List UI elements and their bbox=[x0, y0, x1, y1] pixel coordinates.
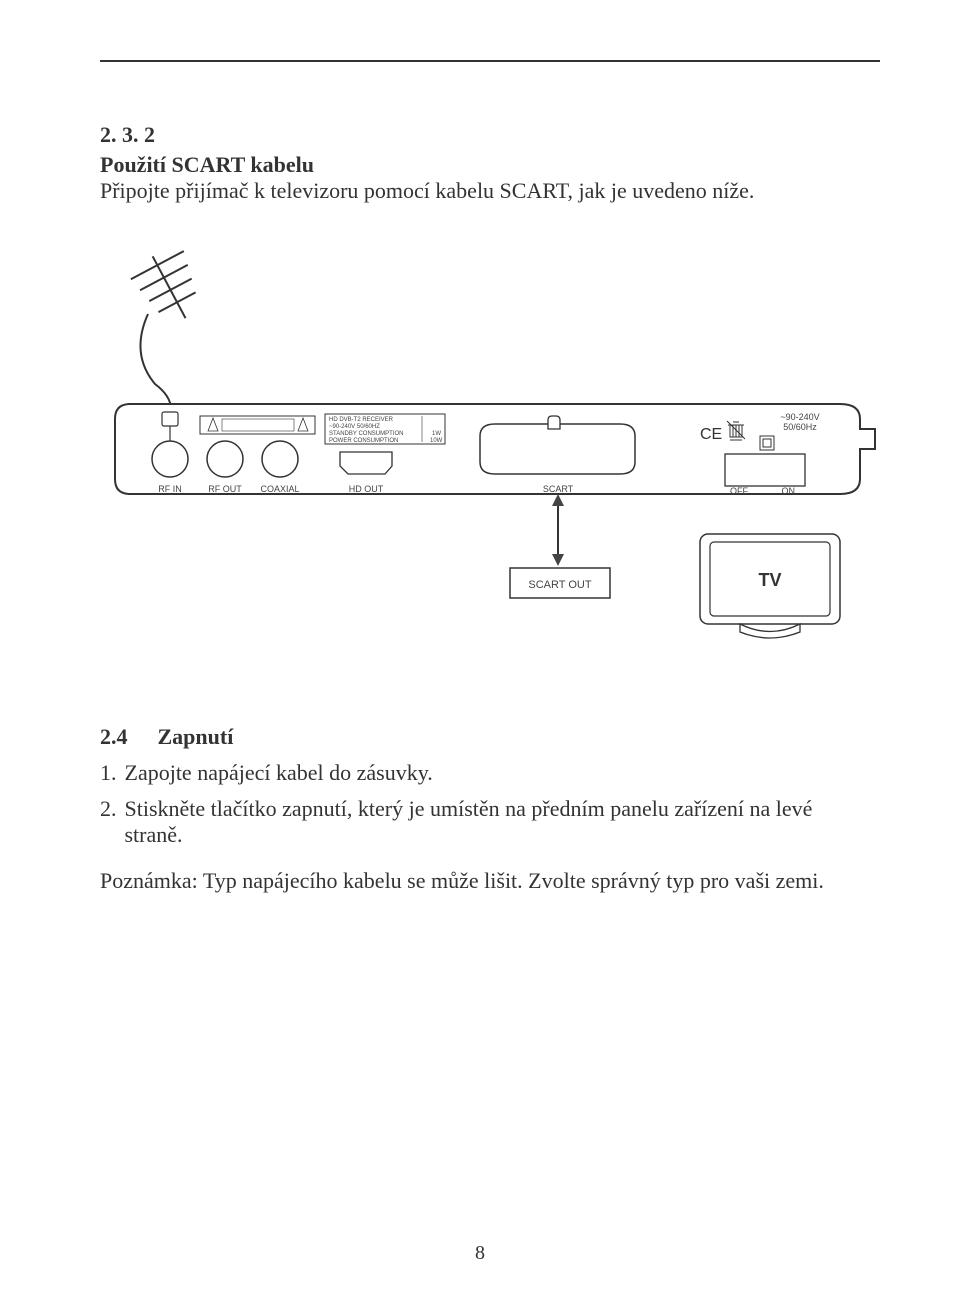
receiver-back-panel: RF IN RF OUT COAXIAL HD DVB-T2 RECEIVER … bbox=[115, 404, 875, 496]
svg-text:1W: 1W bbox=[432, 431, 441, 437]
subsection-number: 2.4 bbox=[100, 724, 128, 750]
section-desc: Připojte přijímač k televizoru pomocí ka… bbox=[100, 178, 880, 204]
svg-text:~90-240V 50/60HZ: ~90-240V 50/60HZ bbox=[329, 424, 380, 430]
step-1: 1. Zapojte napájecí kabel do zásuvky. bbox=[100, 760, 880, 786]
svg-text:~90-240V: ~90-240V bbox=[780, 412, 819, 422]
coaxial-label: COAXIAL bbox=[260, 484, 299, 494]
page-number: 8 bbox=[0, 1242, 960, 1265]
svg-text:STANDBY CONSUMPTION: STANDBY CONSUMPTION bbox=[329, 431, 403, 437]
note-text: Poznámka: Typ napájecího kabelu se může … bbox=[100, 868, 880, 894]
hdout-label: HD OUT bbox=[349, 484, 384, 494]
tv-label: TV bbox=[758, 570, 781, 590]
rf-in-label: RF IN bbox=[158, 484, 182, 494]
rf-out-label: RF OUT bbox=[208, 484, 242, 494]
section-number: 2. 3. 2 bbox=[100, 122, 880, 148]
scart-label: SCART bbox=[543, 484, 574, 494]
connection-diagram: RF IN RF OUT COAXIAL HD DVB-T2 RECEIVER … bbox=[100, 244, 880, 664]
subsection-title: Zapnutí bbox=[158, 724, 234, 750]
tv-icon: TV bbox=[700, 534, 840, 638]
ce-mark: CE bbox=[700, 426, 722, 443]
svg-text:OFF: OFF bbox=[730, 486, 748, 496]
svg-text:ON: ON bbox=[782, 486, 796, 496]
svg-text:50/60Hz: 50/60Hz bbox=[783, 422, 817, 432]
step-2: 2. Stiskněte tlačítko zapnutí, který je … bbox=[100, 796, 880, 848]
svg-text:POWER CONSUMPTION: POWER CONSUMPTION bbox=[329, 438, 398, 444]
svg-text:10W: 10W bbox=[430, 438, 443, 444]
top-rule bbox=[100, 60, 880, 62]
section-title: Použití SCART kabelu bbox=[100, 152, 880, 178]
svg-text:HD DVB-T2 RECEIVER: HD DVB-T2 RECEIVER bbox=[329, 417, 394, 423]
scart-out-label: SCART OUT bbox=[528, 579, 591, 591]
